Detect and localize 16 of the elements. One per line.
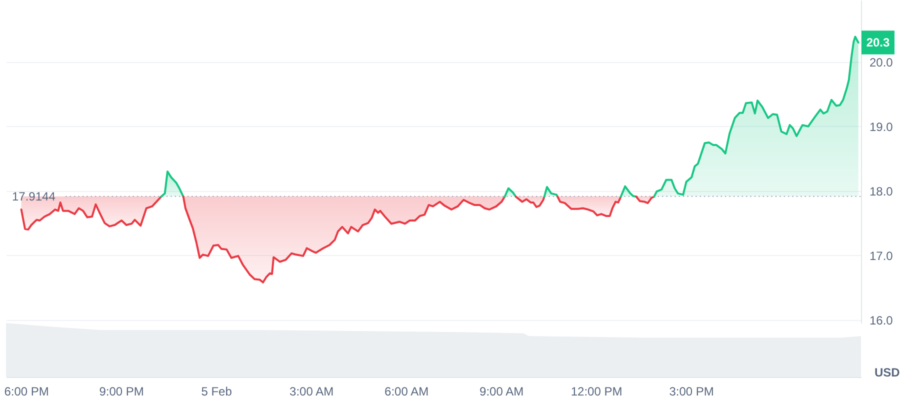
x-tick-label: 12:00 PM	[570, 384, 622, 398]
x-tick-label: 3:00 AM	[290, 384, 334, 398]
y-tick-label: 18.0	[870, 184, 894, 198]
y-axis-title: USD	[874, 366, 900, 380]
x-tick-label: 9:00 AM	[480, 384, 524, 398]
ref-line-label: 17.9144	[12, 189, 56, 204]
y-tick-label: 16.0	[870, 313, 894, 328]
data-label: 20.3	[866, 36, 890, 50]
x-tick-label: 6:00 AM	[384, 384, 429, 398]
y-tick-label: 19.0	[870, 120, 894, 134]
x-tick-label: 6:00 PM	[4, 384, 49, 398]
x-tick-label: 9:00 PM	[99, 384, 144, 398]
y-tick-label: 20.0	[870, 55, 894, 70]
x-tick-label: 5 Feb	[201, 384, 232, 398]
x-tick-label: 3:00 PM	[669, 384, 714, 398]
y-tick-label: 17.0	[870, 248, 894, 263]
